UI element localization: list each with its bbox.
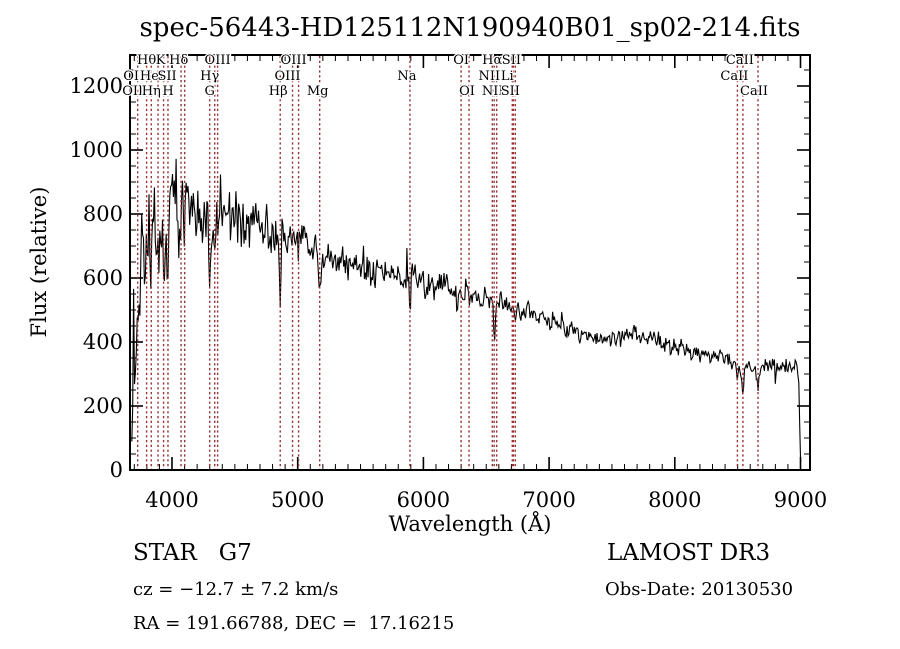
spectrum-trace <box>131 158 802 463</box>
x-axis-tick-label: 6000 <box>397 488 450 512</box>
x-axis-tick-label: 8000 <box>648 488 701 512</box>
survey-label: LAMOST DR3 <box>607 540 770 566</box>
cz-value: cz = −12.7 ± 7.2 km/s <box>133 579 338 600</box>
spectral-line-label: OII <box>122 84 143 99</box>
x-axis-tick-label: 9000 <box>774 488 827 512</box>
spectral-line-label: OI <box>459 84 475 99</box>
spectral-line-label: Hγ <box>200 69 219 84</box>
plot-frame <box>129 54 811 471</box>
spectral-line-label: SII <box>502 53 521 68</box>
spectral-line-label: OIII <box>205 53 231 68</box>
spectral-line-label: Hθ <box>137 53 156 68</box>
y-axis-tick-label: 600 <box>83 266 123 290</box>
spectral-line-label: CaII <box>726 53 754 68</box>
axes-layer: 4000 5000 6000 7000 8000 9000 0 200 400 600 800 100… <box>70 55 827 512</box>
spectral-line-label: Hη <box>142 84 161 99</box>
spectral-line-label: HeI <box>140 69 164 84</box>
spectral-line-label: CaII <box>740 84 768 99</box>
y-axis-title: Flux (relative) <box>27 187 51 338</box>
spectral-line-label: Na <box>397 69 416 84</box>
spectrum-layer <box>131 158 802 463</box>
spectral-line-label: OI <box>453 53 469 68</box>
spectral-line-label: SII <box>501 84 520 99</box>
y-axis-tick-label: 400 <box>83 330 123 354</box>
x-axis-tick-label: 7000 <box>522 488 575 512</box>
spectral-line-label: NII <box>482 84 504 99</box>
spectral-line-label: SII <box>158 69 177 84</box>
spectral-line-label: Hβ <box>269 84 288 99</box>
spectral-line-label: H <box>162 84 173 99</box>
y-axis-tick-label: 800 <box>83 202 123 226</box>
obs-date: Obs-Date: 20130530 <box>605 579 793 600</box>
y-axis-tick-label: 1200 <box>70 74 123 98</box>
y-axis-tick-label: 200 <box>83 394 123 418</box>
ra-dec-coords: RA = 191.66788, DEC = 17.16215 <box>133 613 454 634</box>
x-axis-tick-label: 5000 <box>271 488 324 512</box>
spectral-line-label: G <box>205 84 215 99</box>
spectral-line-label: Mg <box>307 84 329 99</box>
x-axis-title: Wavelength (Å) <box>389 511 552 536</box>
spectral-line-label: NII <box>478 69 500 84</box>
spectral-line-label: Hδ <box>169 53 188 68</box>
spectral-line-label: Hα <box>482 53 502 68</box>
spectral-line-label: OII <box>123 69 144 84</box>
page-title: spec-56443-HD125112N190940B01_sp02-214.f… <box>139 13 800 43</box>
line-markers-layer <box>136 56 759 469</box>
spectral-line-label: OIII <box>274 69 300 84</box>
spectral-line-label: Li <box>501 69 514 84</box>
spectral-line-label: K <box>156 53 166 68</box>
object-type-label: STAR G7 <box>133 540 252 566</box>
x-axis-tick-label: 4000 <box>145 488 198 512</box>
y-axis-tick-label: 1000 <box>70 138 123 162</box>
spectral-line-label: CaII <box>720 69 748 84</box>
spectral-line-label: OIII <box>281 53 307 68</box>
y-axis-tick-label: 0 <box>110 458 123 482</box>
